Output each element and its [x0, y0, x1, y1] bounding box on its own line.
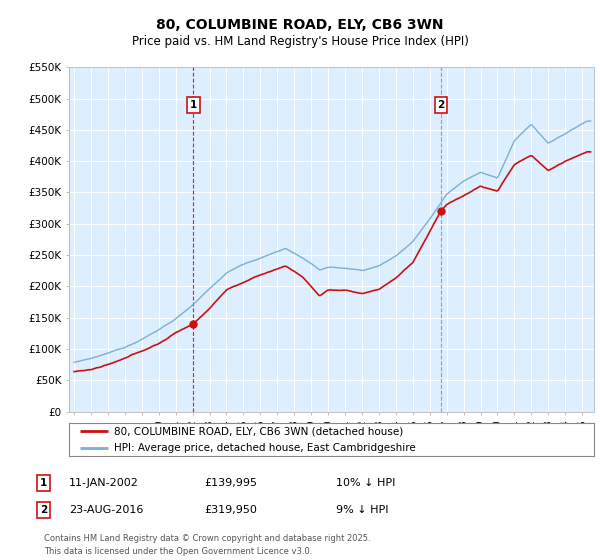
- Text: £139,995: £139,995: [204, 478, 257, 488]
- Text: Contains HM Land Registry data © Crown copyright and database right 2025.
This d: Contains HM Land Registry data © Crown c…: [44, 534, 370, 556]
- Text: Price paid vs. HM Land Registry's House Price Index (HPI): Price paid vs. HM Land Registry's House …: [131, 35, 469, 48]
- Text: HPI: Average price, detached house, East Cambridgeshire: HPI: Average price, detached house, East…: [113, 443, 415, 453]
- Text: 1: 1: [40, 478, 47, 488]
- Text: £319,950: £319,950: [204, 505, 257, 515]
- Text: 11-JAN-2002: 11-JAN-2002: [69, 478, 139, 488]
- Text: 10% ↓ HPI: 10% ↓ HPI: [336, 478, 395, 488]
- Text: 1: 1: [190, 100, 197, 110]
- Text: 9% ↓ HPI: 9% ↓ HPI: [336, 505, 389, 515]
- Text: 80, COLUMBINE ROAD, ELY, CB6 3WN (detached house): 80, COLUMBINE ROAD, ELY, CB6 3WN (detach…: [113, 426, 403, 436]
- Text: 2: 2: [40, 505, 47, 515]
- Text: 23-AUG-2016: 23-AUG-2016: [69, 505, 143, 515]
- Text: 80, COLUMBINE ROAD, ELY, CB6 3WN: 80, COLUMBINE ROAD, ELY, CB6 3WN: [156, 18, 444, 32]
- Text: 2: 2: [437, 100, 445, 110]
